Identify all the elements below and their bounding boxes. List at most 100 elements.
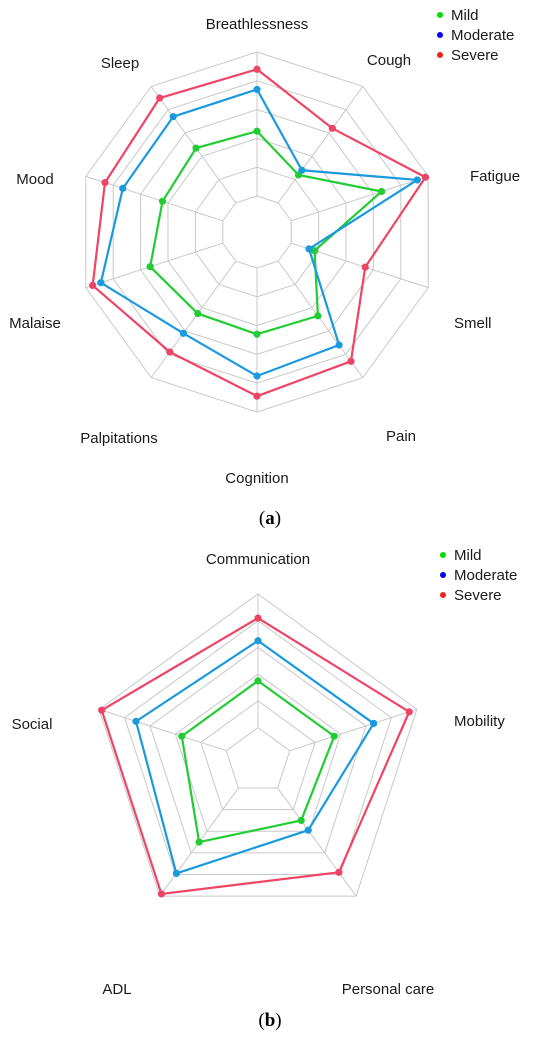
point-moderate-breathlessness [253,85,261,94]
panel-letter: a [265,508,275,529]
grid-spoke [277,86,364,204]
grid-spoke [150,86,237,204]
legend-label-moderate: Moderate [451,27,514,44]
point-moderate-mood [119,184,127,192]
axis-label-personal-care: Personal care [342,981,435,998]
series-moderate [132,637,378,878]
series-severe [89,65,430,400]
series-line-mild [149,130,383,336]
grid-ring [200,700,316,811]
point-mild-breathlessness [253,127,261,135]
axis-label-adl: ADL [102,981,131,998]
series-line-moderate [134,639,375,875]
legend-label-severe: Severe [454,587,502,604]
legend-label-severe: Severe [451,47,499,64]
grid-spoke [289,708,417,752]
point-severe-palpitations [166,348,174,356]
legend: Mild Moderate Severe [440,547,517,604]
grid-ring [222,195,292,269]
grid-ring [123,620,393,875]
legend-label-mild: Mild [454,547,482,564]
legend-marker-mild [437,12,443,18]
point-mild-personal-care [297,816,305,825]
point-mild-adl [195,838,203,846]
axis-label-sleep: Sleep [101,55,139,72]
grid-ring [98,593,418,897]
legend-marker-moderate [440,572,446,578]
point-mild-communication [254,677,262,685]
point-severe-sleep [156,94,164,102]
point-mild-pain [314,312,322,320]
legend-label-mild: Mild [451,7,479,24]
legend-marker-severe [437,52,443,58]
axis-label-palpitations: Palpitations [80,430,158,447]
point-severe-adl [157,890,166,898]
point-severe-social [98,706,106,714]
point-moderate-personal-care [304,826,312,834]
series-mild [146,127,386,338]
point-mild-malaise [146,263,154,271]
point-mild-fatigue [378,187,386,196]
axis-label-fatigue: Fatigue [470,168,520,185]
axis-label-breathlessness: Breathlessness [206,16,309,33]
point-severe-mood [101,179,109,187]
point-mild-smell [310,247,319,255]
series-line-severe [91,68,427,398]
grid-spoke [85,242,223,289]
legend-marker-severe [440,592,446,598]
point-severe-personal-care [335,868,343,876]
point-moderate-communication [254,637,262,645]
axis-label-pain: Pain [386,428,416,445]
point-moderate-palpitations [179,329,187,337]
panel-letter: b [265,1010,276,1031]
legend-marker-mild [440,552,446,558]
grid-ring [225,726,291,789]
series-moderate [97,85,421,380]
axis-label-communication: Communication [206,551,310,568]
axis-label-mood: Mood [16,171,54,188]
series-line-mild [180,679,336,844]
grid-spoke [99,708,227,752]
point-moderate-malaise [97,279,105,287]
axis-label-cognition: Cognition [225,470,288,487]
radar-chart-a: Breathlessness Cough Fatigue Smell Pain Cogni… [9,7,520,529]
grid-ring [174,673,342,832]
point-severe-breathlessness [253,65,261,73]
point-moderate-mobility [370,719,378,728]
grid-spoke [277,260,364,378]
axis-labels: Communication Mobility Personal care ADL Soc… [12,551,506,998]
point-severe-communication [254,614,262,622]
series-mild [178,677,338,846]
point-moderate-sleep [169,113,177,121]
point-moderate-social [132,717,140,725]
point-mild-mood [158,197,167,205]
axis-label-smell: Smell [454,315,492,332]
point-moderate-smell [305,245,313,253]
radar-chart-b: Communication Mobility Personal care ADL Soc… [12,547,518,1031]
grid-spoke [291,175,429,222]
grid-spoke [85,175,223,222]
axis-label-social: Social [12,716,53,733]
point-severe-smell [361,263,369,271]
point-severe-malaise [89,281,97,289]
axis-label-malaise: Malaise [9,315,61,332]
axis-label-mobility: Mobility [454,713,505,730]
panel-caption-a: (a) [259,508,281,529]
panel-caption-b: (b) [258,1010,281,1031]
legend: Mild Moderate Severe [437,7,514,64]
point-moderate-pain [335,341,343,349]
point-moderate-cough [298,166,306,174]
point-severe-fatigue [421,173,430,181]
radar-grid [85,51,429,413]
point-moderate-fatigue [413,176,421,184]
point-mild-cognition [253,330,261,338]
point-severe-cognition [253,392,261,400]
point-severe-pain [347,357,355,365]
legend-label-moderate: Moderate [454,567,517,584]
point-moderate-adl [172,869,180,878]
grid-spoke [150,260,237,378]
point-mild-palpitations [194,309,202,318]
axis-label-cough: Cough [367,52,411,69]
point-mild-sleep [192,144,200,152]
series-severe [98,614,413,898]
